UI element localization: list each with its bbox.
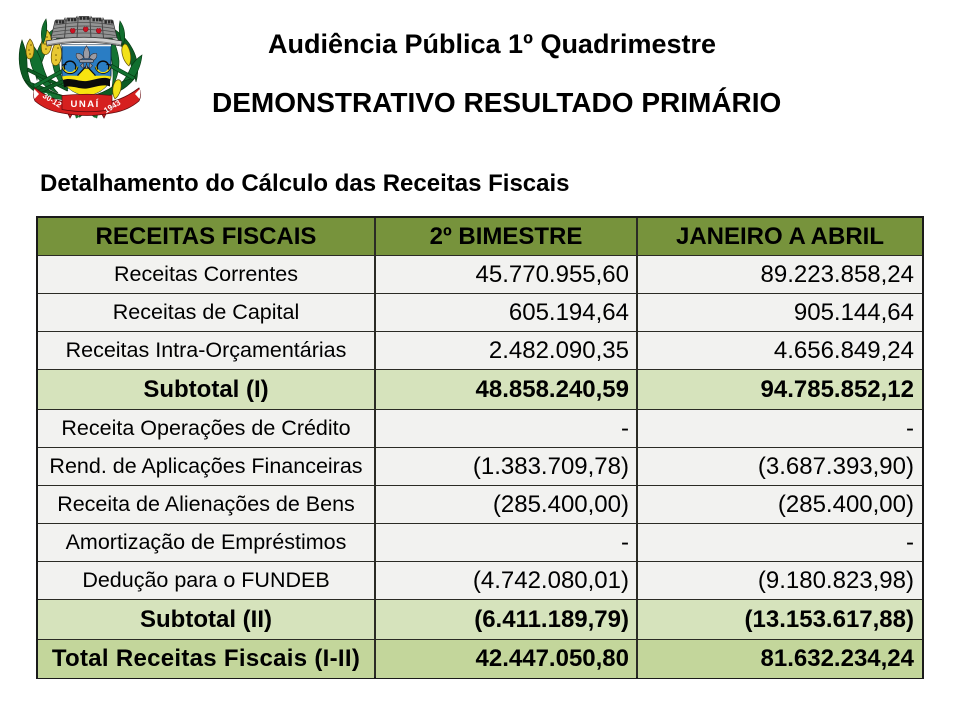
svg-text:UNAÍ: UNAÍ — [71, 99, 100, 110]
